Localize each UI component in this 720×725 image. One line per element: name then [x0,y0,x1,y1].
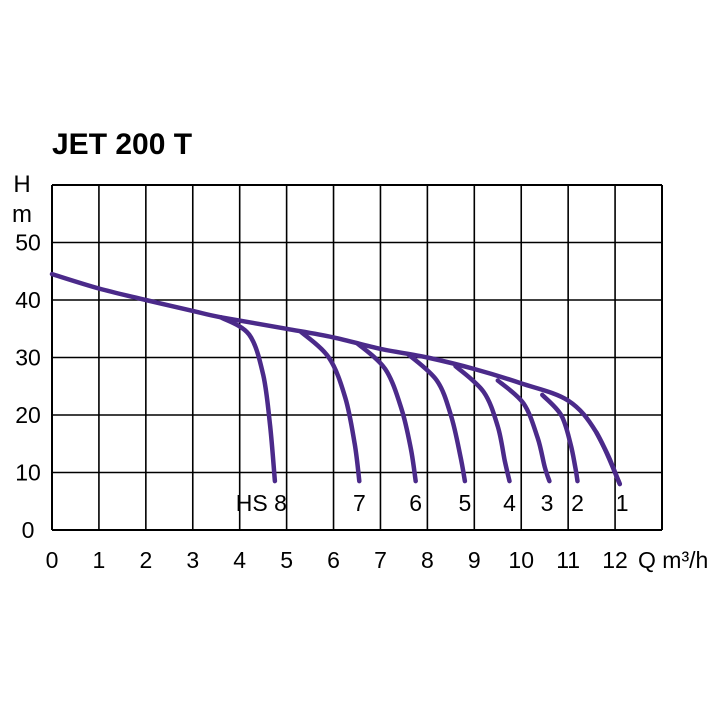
series-curve [406,352,468,484]
series-curve [594,430,623,487]
x-tick-label: 4 [233,547,246,573]
curve-label: 5 [459,490,472,516]
y-tick-label: 20 [15,402,41,428]
curve-label: 7 [353,490,366,516]
y-axis-unit: m [12,201,32,228]
grid [51,184,663,531]
x-tick-label: 6 [327,547,340,573]
x-tick-label: 9 [468,547,481,573]
y-tick-label: 30 [15,345,41,371]
x-tick-label: 5 [280,547,293,573]
x-tick-label: 8 [421,547,434,573]
y-axis-label: H [13,171,30,198]
y-tick-label: 50 [15,230,41,256]
x-tick-label: 2 [139,547,152,573]
series-curve [298,329,362,484]
chart-title: JET 200 T [52,128,193,161]
x-tick-label: 3 [186,547,199,573]
series-curve [354,340,418,484]
x-tick-label: 7 [374,547,387,573]
x-axis-label: Q m³/h [638,547,708,573]
curve-label: HS 8 [236,490,287,516]
curve-label: 2 [571,490,584,516]
curve-label: 3 [541,490,554,516]
series-curve [540,392,580,484]
y-tick-label: 40 [15,287,41,313]
curve-label: 1 [616,490,629,516]
envelope-curve [49,271,623,487]
series-curve [495,378,552,484]
x-tick-label: 10 [508,547,534,573]
series-curve [218,315,278,484]
x-tick-label: 11 [556,547,580,573]
curves [49,271,623,487]
x-tick-label: 12 [602,547,628,573]
x-tick-label: 1 [93,547,106,573]
series-curve [453,363,512,484]
x-tick-label: 0 [46,547,59,573]
curve-label: 6 [409,490,422,516]
y-tick-label: 0 [22,517,35,543]
curve-label: 4 [503,490,516,516]
y-tick-label: 10 [15,460,41,486]
